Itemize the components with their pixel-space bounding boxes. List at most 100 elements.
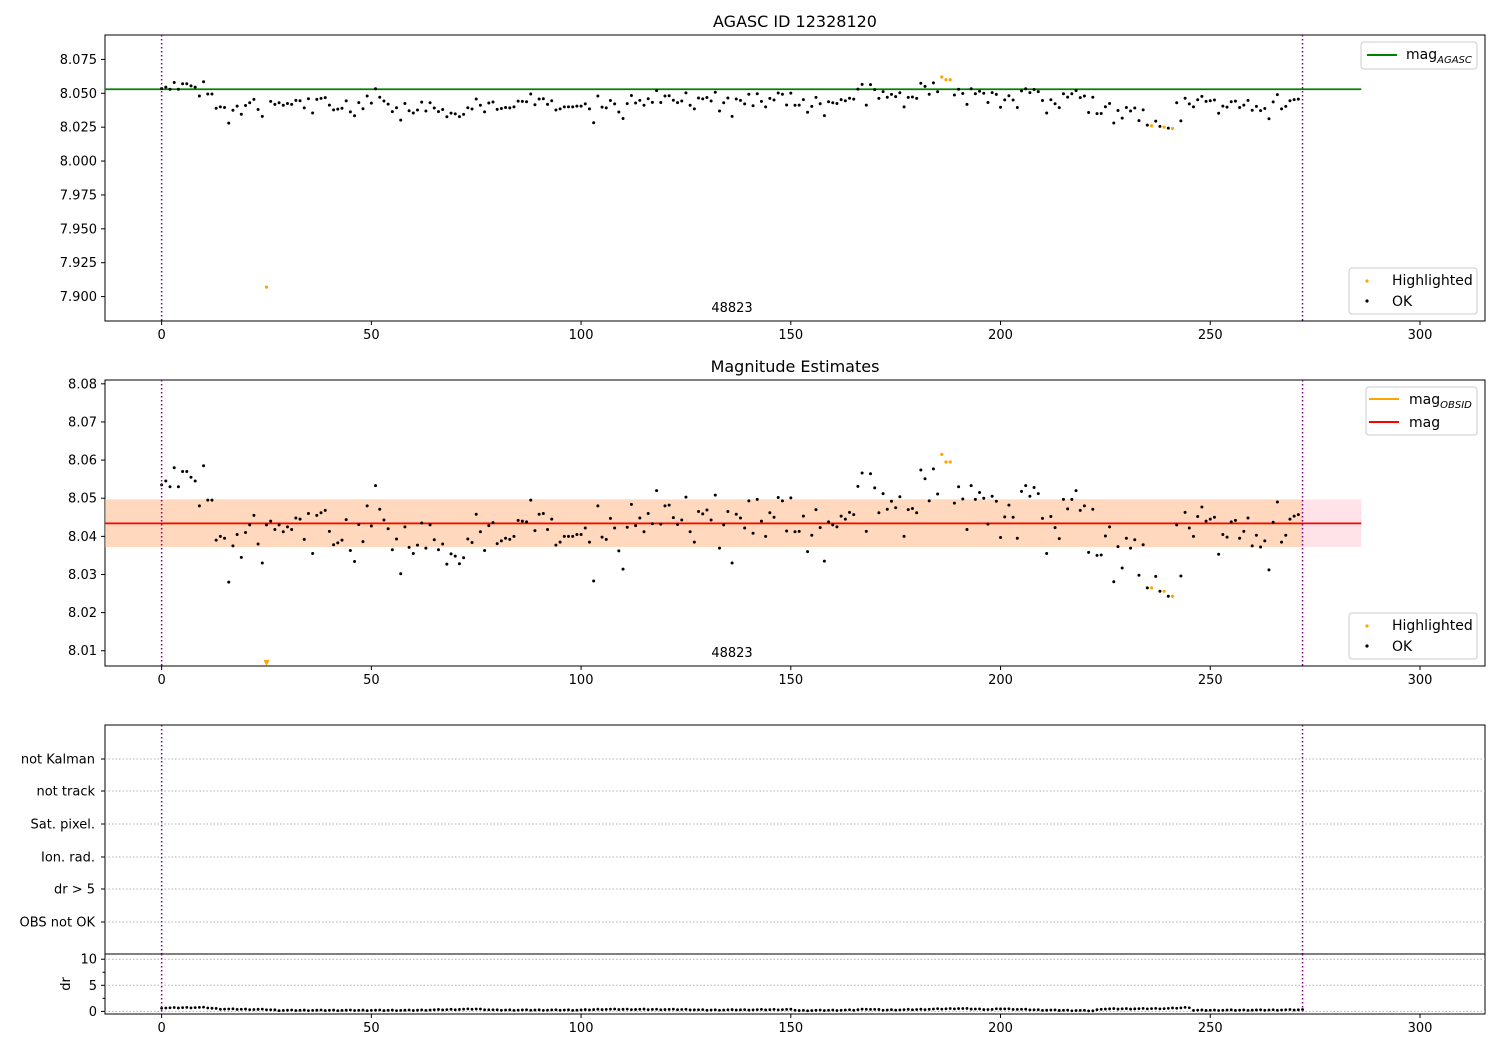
dr-point	[281, 1009, 285, 1012]
ok-point	[353, 560, 357, 564]
x-tick-label: 0	[157, 673, 165, 688]
ok-point	[420, 100, 424, 104]
dr-point	[294, 1009, 298, 1012]
dr-point	[286, 1008, 289, 1012]
dr-axis-label: dr	[59, 977, 74, 991]
ok-point	[1292, 514, 1296, 518]
ok-point	[827, 520, 831, 524]
ok-point	[705, 95, 709, 99]
ok-point	[357, 101, 361, 105]
ok-point	[193, 85, 197, 89]
ok-point	[919, 468, 923, 472]
ok-point	[1204, 519, 1208, 523]
ok-point	[248, 523, 252, 527]
ok-point	[613, 526, 617, 530]
ok-point	[969, 87, 973, 91]
ok-point	[516, 518, 520, 522]
ok-point	[558, 107, 562, 111]
ok-point	[965, 102, 969, 106]
ok-point	[550, 99, 554, 103]
y-tick-label: 8.03	[68, 568, 97, 583]
ok-point	[1057, 106, 1061, 110]
ok-point	[336, 107, 340, 111]
dr-point	[604, 1007, 608, 1011]
dr-point	[797, 1009, 801, 1012]
ok-point	[374, 87, 378, 91]
ok-point	[646, 97, 650, 101]
ok-point	[902, 534, 906, 538]
dr-point	[969, 1007, 973, 1011]
dr-point	[340, 1009, 344, 1012]
ok-point	[311, 111, 315, 115]
ok-point	[697, 96, 701, 100]
dr-point	[416, 1008, 419, 1012]
ok-point	[415, 108, 419, 112]
ok-point	[340, 106, 344, 110]
dr-point	[353, 1009, 356, 1012]
ok-point	[424, 546, 428, 550]
ok-point	[793, 103, 797, 107]
ok-point	[369, 524, 373, 528]
dr-point	[168, 1006, 172, 1010]
dr-point	[1280, 1008, 1283, 1012]
highlighted-point	[264, 285, 269, 289]
ok-point	[1259, 545, 1263, 549]
ok-point	[378, 507, 382, 511]
dr-point	[298, 1008, 302, 1012]
ok-point	[491, 521, 495, 525]
ok-point	[625, 525, 629, 529]
dr-point	[315, 1008, 319, 1012]
ok-point	[1267, 568, 1271, 572]
ok-point	[768, 96, 772, 100]
ok-point	[957, 87, 961, 91]
dr-point	[642, 1007, 646, 1011]
ok-point	[260, 114, 264, 118]
ok-legend-marker	[1365, 299, 1369, 303]
dr-point	[1221, 1008, 1225, 1012]
ok-point	[835, 525, 839, 529]
highlighted-legend-label: Highlighted	[1392, 273, 1473, 289]
ok-point	[1183, 510, 1187, 514]
ok-point	[780, 499, 784, 503]
flag-label: Ion. rad.	[41, 851, 95, 866]
dr-point	[579, 1008, 583, 1012]
ok-point	[239, 112, 243, 116]
dr-point	[806, 1009, 809, 1013]
agasc-panel-plot-area: 0 50 100 150 200 250 300 7.900 7.925 7.950 7.975 8.…	[60, 35, 1432, 343]
ok-point	[843, 517, 847, 521]
ok-point	[546, 102, 550, 106]
dr-point	[877, 1008, 881, 1011]
ok-point	[873, 486, 877, 490]
ok-point	[554, 543, 558, 547]
ok-point	[936, 90, 940, 94]
ok-point	[395, 537, 399, 541]
ok-point	[436, 110, 440, 114]
y-tick-label: 8.050	[60, 87, 97, 102]
ok-point	[650, 522, 654, 526]
ok-point	[801, 98, 805, 102]
ok-point	[390, 110, 394, 114]
ok-point	[172, 466, 176, 470]
magnitude-estimates-legend-bottom: Highlighted OK	[1348, 612, 1478, 660]
ok-point	[579, 532, 583, 536]
ok-point	[315, 513, 319, 517]
dr-point	[638, 1007, 642, 1011]
ok-point	[1070, 92, 1074, 96]
ok-point	[445, 115, 449, 119]
ok-point	[629, 93, 633, 97]
ok-point	[386, 102, 390, 106]
ok-point	[638, 98, 642, 102]
ok-point	[1296, 97, 1300, 101]
highlighted-point	[948, 460, 952, 464]
dr-point	[785, 1008, 789, 1011]
dr-point	[588, 1008, 591, 1012]
dr-point	[906, 1007, 910, 1011]
ok-point	[592, 121, 596, 125]
magnitude-estimates-plot-area: 0 50 100 150 200 250 300 8.01 8.02 8.03 8.04 8.05 8.…	[68, 377, 1432, 688]
dr-point	[1041, 1008, 1044, 1012]
ok-point	[978, 89, 982, 93]
ok-point	[319, 511, 323, 515]
dr-point	[483, 1008, 487, 1012]
ok-point	[747, 92, 751, 96]
ok-point	[210, 498, 214, 502]
